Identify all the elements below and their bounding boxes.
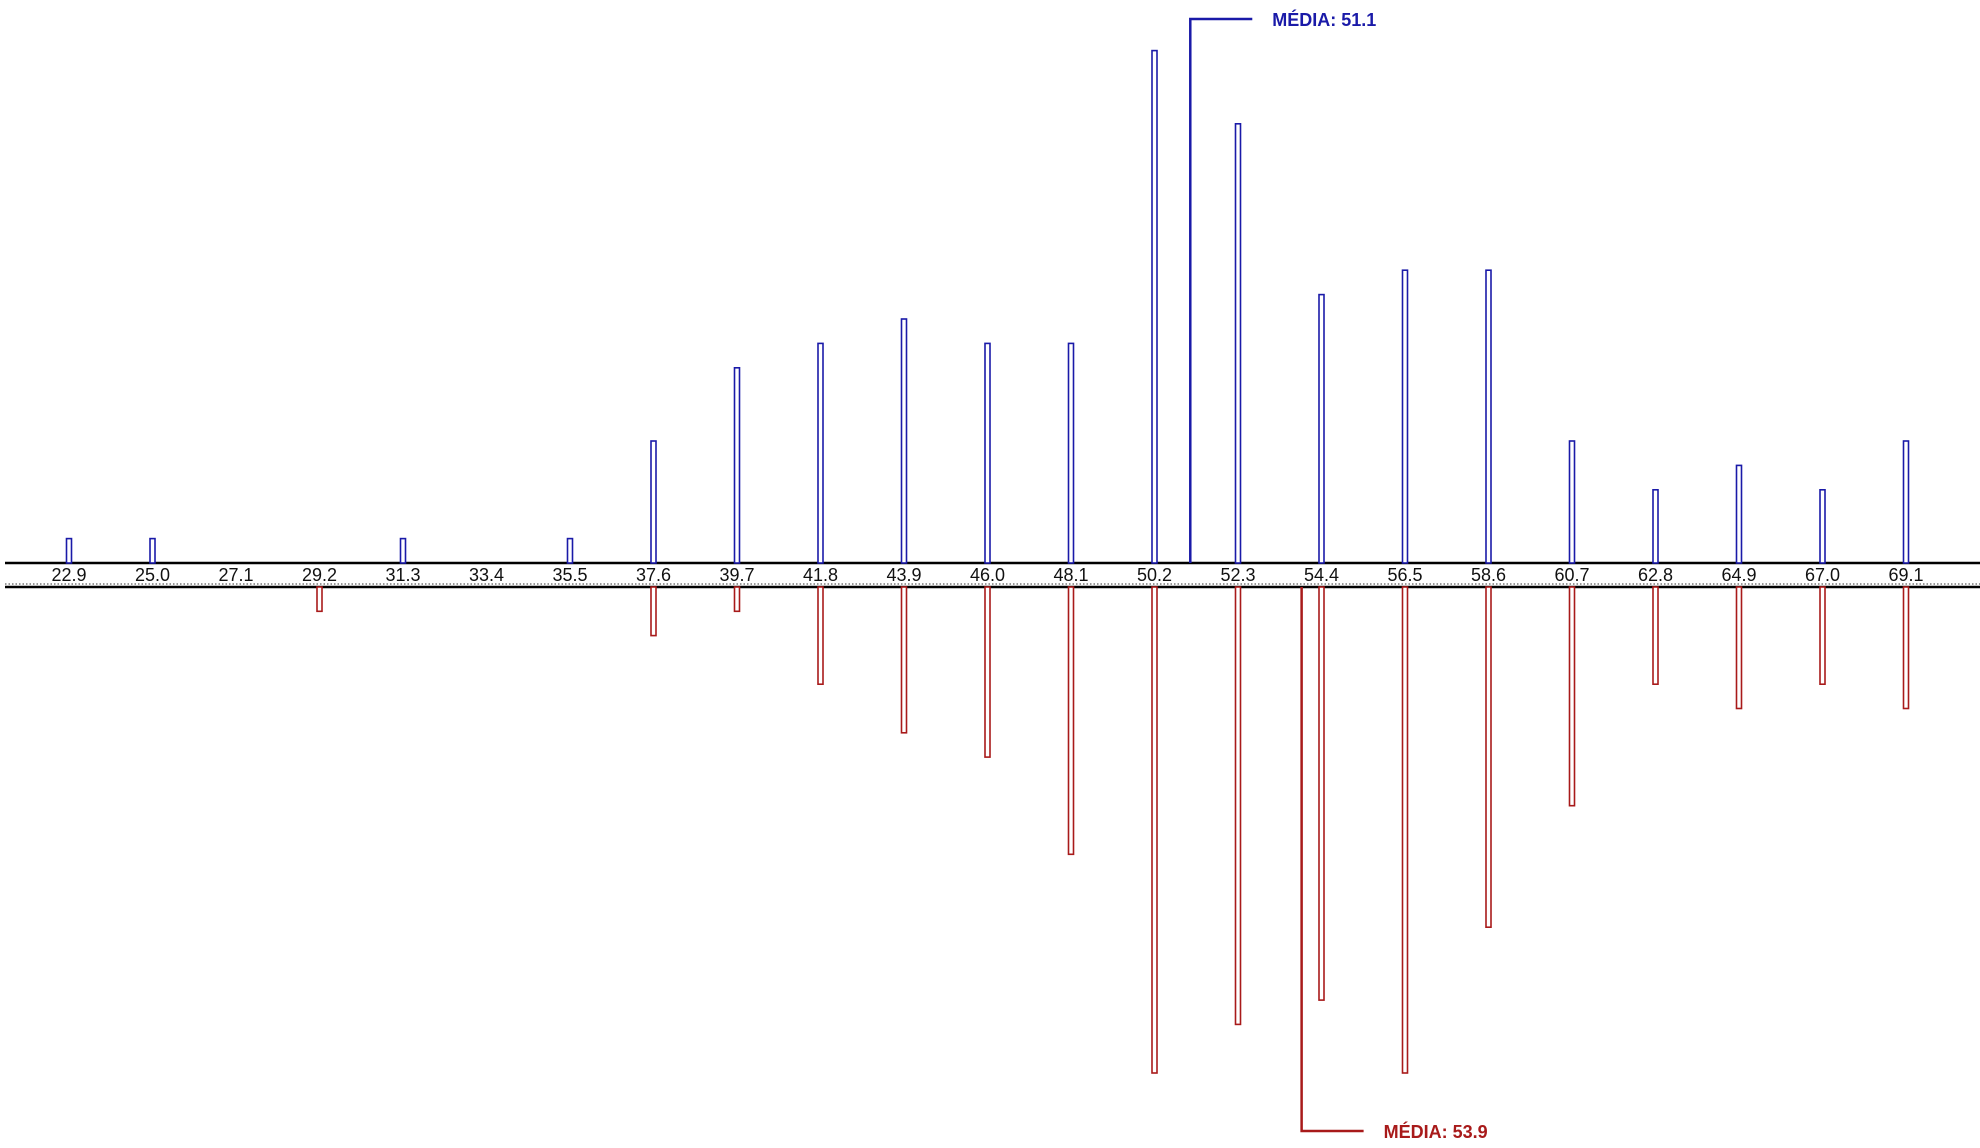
upper-series-bar [733, 366, 741, 564]
upper-series-bar [65, 537, 73, 564]
tick-labels-group: 22.9 25.0 27.1 29.2 31.3 33.4 35.5 37.6 39.7 41.8… [51, 565, 1923, 585]
lower-series-bar [984, 586, 991, 758]
lower-series-bar [900, 586, 908, 734]
x-tick-label: 67.0 [1805, 565, 1840, 585]
upper-series-bar [1151, 49, 1158, 564]
upper-series-bar [1902, 440, 1910, 564]
x-tick-label: 29.2 [302, 565, 337, 585]
lower-series-bar [817, 586, 824, 685]
axis-group [5, 561, 1980, 589]
x-tick-label: 35.5 [552, 565, 587, 585]
lower-series-bar [1234, 586, 1242, 1026]
upper-series-bar [1401, 269, 1409, 564]
lower-series-bar [1485, 586, 1492, 929]
x-tick-label: 27.1 [218, 565, 253, 585]
upper-series-bar [984, 342, 991, 564]
x-tick-label: 25.0 [135, 565, 170, 585]
upper-series-bar [566, 537, 574, 564]
upper-series-bar [1234, 123, 1242, 564]
x-tick-label: 58.6 [1471, 565, 1506, 585]
x-tick-label: 48.1 [1053, 565, 1088, 585]
x-tick-label: 60.7 [1554, 565, 1589, 585]
upper-series-bar [1485, 269, 1492, 564]
x-tick-label: 64.9 [1721, 565, 1756, 585]
lower-series-bar [1151, 586, 1158, 1074]
upper-series-bar [149, 537, 156, 564]
lower-mean-marker-line [1300, 587, 1364, 1133]
lower-series-bar [1067, 586, 1075, 856]
upper-series-bar [1067, 342, 1075, 564]
lower-series-bar [1568, 586, 1576, 807]
lower-series-bar [1401, 586, 1409, 1074]
upper-mean-marker-line [1189, 17, 1253, 563]
x-tick-label: 52.3 [1220, 565, 1255, 585]
x-tick-label: 62.8 [1638, 565, 1673, 585]
upper-series-bar [1735, 464, 1743, 564]
x-tick-label: 54.4 [1304, 565, 1339, 585]
lower-series-bar [1318, 586, 1325, 1001]
x-tick-label: 33.4 [469, 565, 504, 585]
x-tick-label: 50.2 [1137, 565, 1172, 585]
lower-mean-label: MÉDIA: 53.9 [1384, 1121, 1488, 1142]
lower-series-bar [650, 586, 657, 637]
upper-series-bar [650, 440, 657, 564]
lower-series-bar [1902, 586, 1910, 710]
upper-series-bar [817, 342, 824, 564]
x-tick-label: 56.5 [1387, 565, 1422, 585]
upper-series-bar [1819, 488, 1826, 564]
lower-series-bar [1819, 586, 1826, 685]
bars-group [65, 49, 1910, 1074]
x-tick-label: 69.1 [1888, 565, 1923, 585]
upper-series-bar [900, 318, 908, 564]
lower-series-bar [1652, 586, 1659, 685]
x-tick-label: 31.3 [385, 565, 420, 585]
lower-series-bar [1735, 586, 1743, 710]
upper-series-bar [1318, 293, 1325, 564]
lower-series-bar [733, 586, 741, 613]
x-tick-label: 46.0 [970, 565, 1005, 585]
upper-series-bar [1568, 440, 1576, 564]
upper-series-bar [1652, 488, 1659, 564]
x-tick-label: 41.8 [803, 565, 838, 585]
x-tick-label: 37.6 [636, 565, 671, 585]
mean-markers-group: MÉDIA: 51.1 MÉDIA: 53.9 [1189, 9, 1488, 1142]
lower-series-bar [316, 586, 323, 613]
x-tick-label: 39.7 [719, 565, 754, 585]
x-tick-label: 22.9 [51, 565, 86, 585]
upper-series-bar [399, 537, 407, 564]
upper-mean-label: MÉDIA: 51.1 [1272, 9, 1376, 30]
x-tick-label: 43.9 [886, 565, 921, 585]
